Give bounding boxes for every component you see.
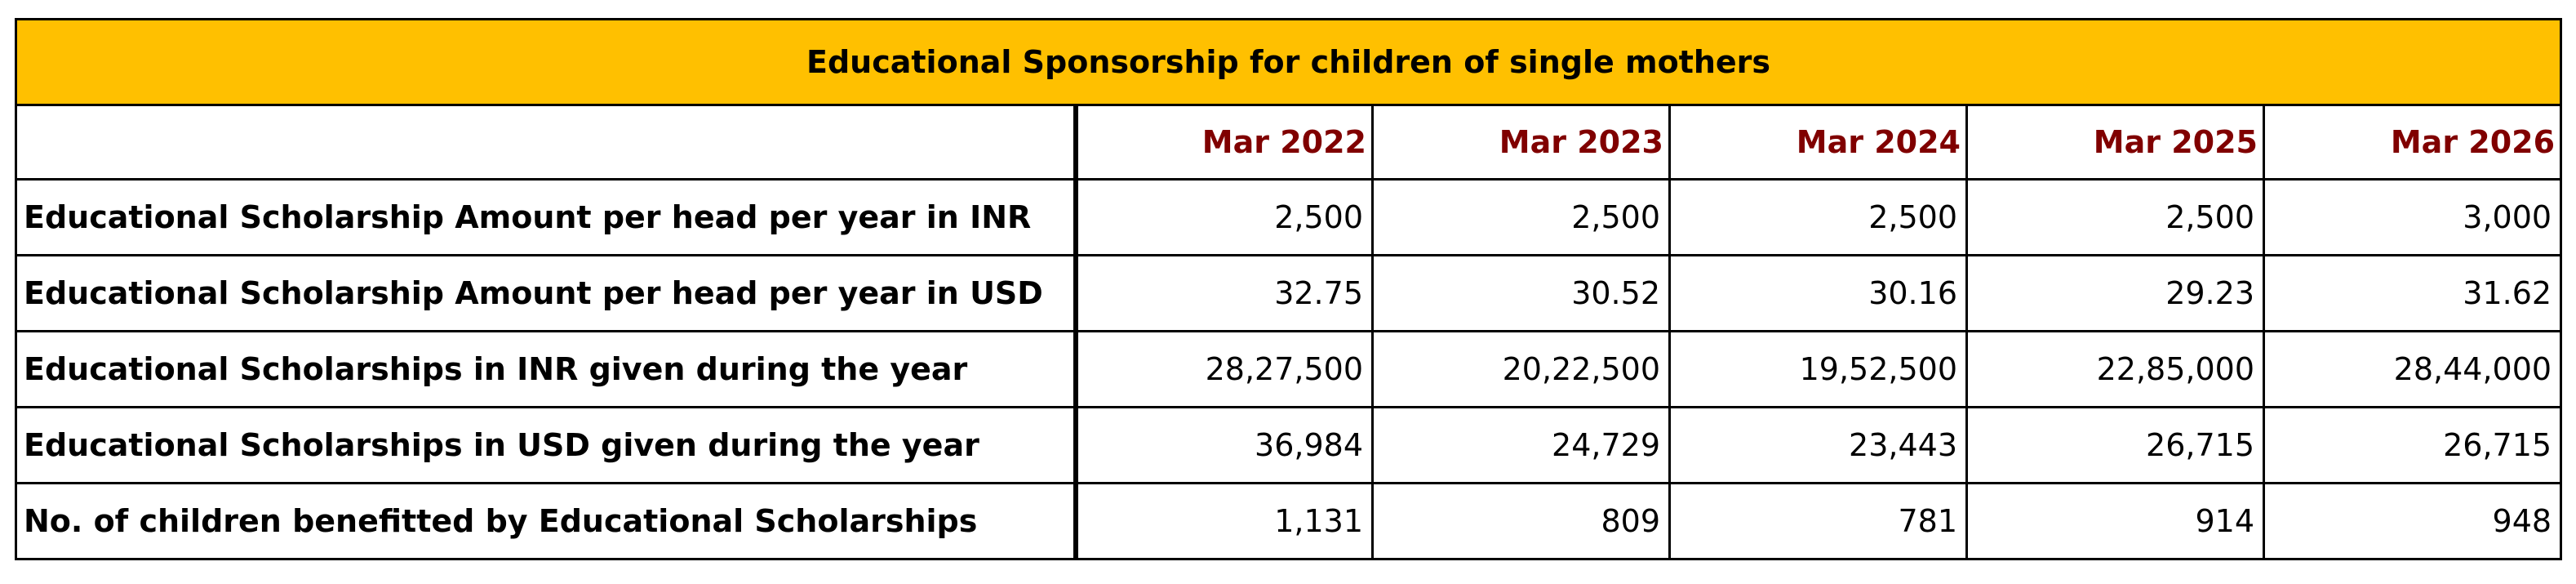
header-corner-cell[interactable] [15,104,1078,181]
table-row-scholarship-amount-inr: Educational Scholarship Amount per head … [15,178,2563,256]
table-cell[interactable]: 24,729 [1371,406,1671,484]
table-cell[interactable]: 19,52,500 [1668,330,1968,408]
table-row-scholarship-amount-usd: Educational Scholarship Amount per head … [15,254,2563,332]
table-cell[interactable]: 32.75 [1074,254,1374,332]
table-cell[interactable]: 30.16 [1668,254,1968,332]
year-header-mar-2025[interactable]: Mar 2025 [1965,104,2265,181]
year-header-mar-2024[interactable]: Mar 2024 [1668,104,1968,181]
table-cell[interactable]: 36,984 [1074,406,1374,484]
header-row: Mar 2022 Mar 2023 Mar 2024 Mar 2025 Mar … [15,104,2563,181]
table-cell[interactable]: 2,500 [1668,178,1968,256]
row-label[interactable]: Educational Scholarships in INR given du… [15,330,1078,408]
table-cell[interactable]: 948 [2262,482,2563,560]
table-cell[interactable]: 3,000 [2262,178,2563,256]
row-label[interactable]: Educational Scholarship Amount per head … [15,178,1078,256]
sponsorship-table: Educational Sponsorship for children of … [14,18,2563,560]
table-cell[interactable]: 2,500 [1965,178,2265,256]
table-cell[interactable]: 20,22,500 [1371,330,1671,408]
year-header-mar-2023[interactable]: Mar 2023 [1371,104,1671,181]
table-cell[interactable]: 26,715 [1965,406,2265,484]
sponsorship-sheet: Educational Sponsorship for children of … [14,18,2563,560]
table-cell[interactable]: 781 [1668,482,1968,560]
title-row: Educational Sponsorship for children of … [14,18,2563,106]
table-cell[interactable]: 30.52 [1371,254,1671,332]
table-cell[interactable]: 809 [1371,482,1671,560]
table-cell[interactable]: 1,131 [1074,482,1374,560]
row-label[interactable]: Educational Scholarship Amount per head … [15,254,1078,332]
year-header-mar-2022[interactable]: Mar 2022 [1074,104,1374,181]
table-cell[interactable]: 914 [1965,482,2265,560]
table-row-scholarships-inr-given: Educational Scholarships in INR given du… [15,330,2563,408]
row-label[interactable]: Educational Scholarships in USD given du… [15,406,1078,484]
table-cell[interactable]: 31.62 [2262,254,2563,332]
table-cell[interactable]: 28,27,500 [1074,330,1374,408]
year-header-mar-2026[interactable]: Mar 2026 [2262,104,2563,181]
row-label[interactable]: No. of children benefitted by Educationa… [15,482,1078,560]
table-cell[interactable]: 23,443 [1668,406,1968,484]
table-cell[interactable]: 28,44,000 [2262,330,2563,408]
table-cell[interactable]: 26,715 [2262,406,2563,484]
table-row-scholarships-usd-given: Educational Scholarships in USD given du… [15,406,2563,484]
table-cell[interactable]: 22,85,000 [1965,330,2265,408]
table-cell[interactable]: 29.23 [1965,254,2265,332]
table-title[interactable]: Educational Sponsorship for children of … [14,18,2563,106]
table-cell[interactable]: 2,500 [1371,178,1671,256]
table-row-children-benefitted: No. of children benefitted by Educationa… [15,482,2563,560]
table-cell[interactable]: 2,500 [1074,178,1374,256]
